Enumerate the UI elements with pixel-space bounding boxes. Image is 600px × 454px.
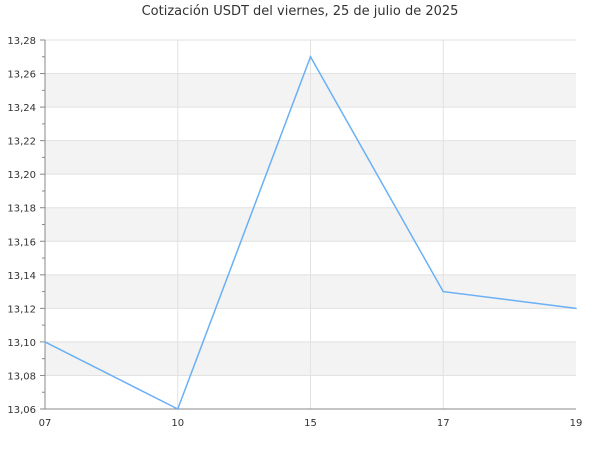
y-tick-label: 13,22 <box>7 137 36 148</box>
y-tick-label: 13,20 <box>7 170 36 181</box>
chart-title: Cotización USDT del viernes, 25 de julio… <box>142 4 459 19</box>
y-tick-label: 13,28 <box>7 36 36 47</box>
x-tick-label: 19 <box>570 418 583 429</box>
y-tick-label: 13,10 <box>7 338 36 349</box>
data-point <box>309 55 312 58</box>
y-tick-label: 13,18 <box>7 204 36 215</box>
data-point <box>575 307 577 310</box>
data-point <box>442 290 445 293</box>
y-tick-label: 13,12 <box>7 304 36 315</box>
data-point <box>176 408 179 410</box>
y-tick-label: 13,16 <box>7 237 36 248</box>
y-tick-label: 13,26 <box>7 70 36 81</box>
x-tick-label: 15 <box>304 418 317 429</box>
y-tick-label: 13,06 <box>7 405 36 416</box>
y-tick-label: 13,08 <box>7 371 36 382</box>
data-point <box>44 341 46 343</box>
x-tick-label: 17 <box>437 418 450 429</box>
y-tick-label: 13,24 <box>7 103 36 114</box>
x-tick-label: 10 <box>171 418 184 429</box>
y-tick-label: 13,14 <box>7 271 36 282</box>
x-tick-label: 07 <box>39 418 52 429</box>
